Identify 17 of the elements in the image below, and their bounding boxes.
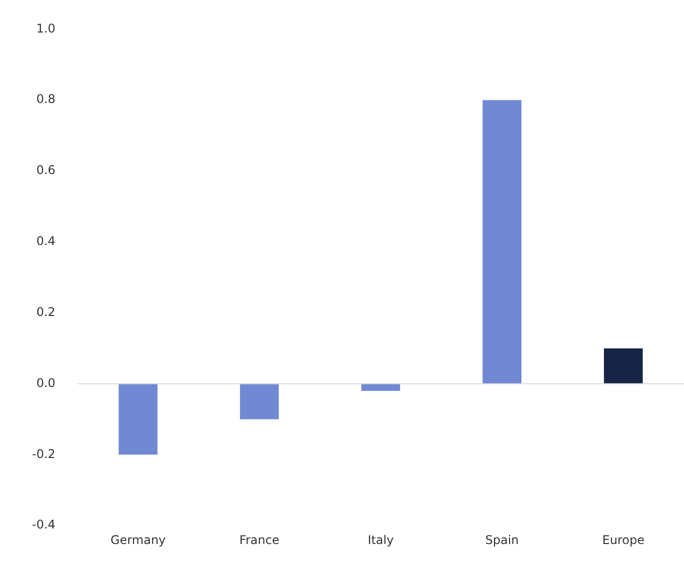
x-tick-label: France	[239, 532, 280, 547]
y-tick-label: -0.4	[32, 518, 56, 532]
x-tick-label: Spain	[485, 532, 519, 547]
y-tick-label: 0.4	[36, 234, 56, 248]
x-tick-label: Europe	[602, 532, 644, 547]
bar	[118, 384, 158, 455]
y-tick-label: -0.2	[32, 446, 56, 461]
y-tick-label: 0.2	[36, 304, 56, 319]
bar	[604, 348, 643, 384]
y-tick-label: 1.0	[36, 21, 56, 36]
y-tick-label: 0.8	[36, 92, 56, 106]
x-tick-label: Italy	[368, 532, 394, 547]
y-tick-label: 0.6	[36, 163, 56, 178]
bar	[240, 384, 279, 420]
bar	[482, 100, 522, 384]
x-tick-label: Germany	[110, 532, 166, 547]
y-tick-label: 0.0	[36, 376, 56, 390]
